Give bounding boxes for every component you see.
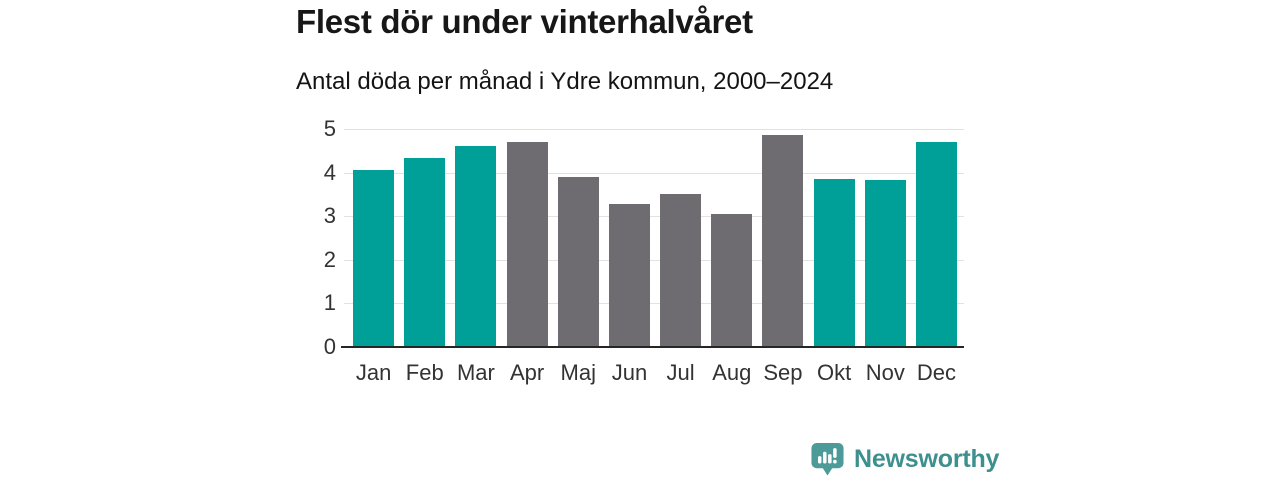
y-tick-label-5: 5 [323,116,336,141]
y-tick-label-0: 0 [323,334,336,359]
bar-aug [711,214,753,347]
bar-maj [557,177,599,347]
bar-band-okt [809,129,860,347]
bar-band-mar [450,129,501,347]
x-tick-label-aug: Aug [712,360,752,385]
gridline-3 [344,216,964,218]
bar-jun [608,204,650,347]
x-tick-label-jul: Jul [666,360,695,385]
bar-mar [455,145,497,347]
bar-band-sep [757,129,808,347]
gridline-1 [344,303,964,305]
bar-band-jan [348,129,399,347]
bar-nov [864,180,906,347]
x-tick-label-dec: Dec [916,360,957,385]
bar-series [348,129,962,347]
gridline-5 [344,129,964,130]
y-tick-label-1: 1 [323,290,336,316]
bar-band-aug [706,129,757,347]
bar-band-maj [553,129,604,347]
bar-sep [762,135,804,347]
x-tick-label-mar: Mar [456,360,495,385]
bar-band-jul [655,129,706,347]
y-tick-label-2: 2 [323,246,336,272]
y-axis-labels: 0 1 2 3 4 5 [250,116,336,359]
bar-jan [353,169,395,347]
x-tick-label-maj: Maj [560,360,596,385]
y-tick-label-3: 3 [323,203,336,229]
x-tick-label-jun: Jun [611,360,648,385]
newsworthy-logo: Newsworthy [810,441,999,478]
chart-title: Flest dör under vinterhalvåret [296,3,753,40]
bar-band-jun [604,129,655,347]
bar-band-apr [502,129,553,347]
x-tick-label-apr: Apr [509,360,545,385]
gridline-2 [344,259,964,261]
x-tick-label-nov: Nov [865,360,905,385]
bar-band-dec [911,129,962,347]
bar-feb [404,158,446,347]
x-axis-labels: Jan Feb Mar Apr Maj Jun Jul Aug Sep Okt Nov Dec [348,352,962,386]
chart-subtitle: Antal döda per månad i Ydre kommun, 2000… [296,68,834,95]
plot-area [341,129,964,348]
brand-name: Newsworthy [854,445,1000,473]
bar-dec [915,142,957,347]
bar-apr [506,142,548,347]
bar-band-nov [860,129,911,347]
x-tick-label-feb: Feb [405,360,444,385]
x-tick-label-jan: Jan [355,360,392,385]
gridline-4 [344,172,964,174]
x-axis-line [341,346,964,348]
bar-okt [813,178,855,347]
x-tick-label-okt: Okt [817,360,852,385]
y-tick-label-4: 4 [323,159,336,185]
x-tick-label-sep: Sep [763,360,803,385]
newsworthy-bubble-icon [811,442,844,476]
bar-band-feb [399,129,450,347]
bar-jul [660,193,702,347]
